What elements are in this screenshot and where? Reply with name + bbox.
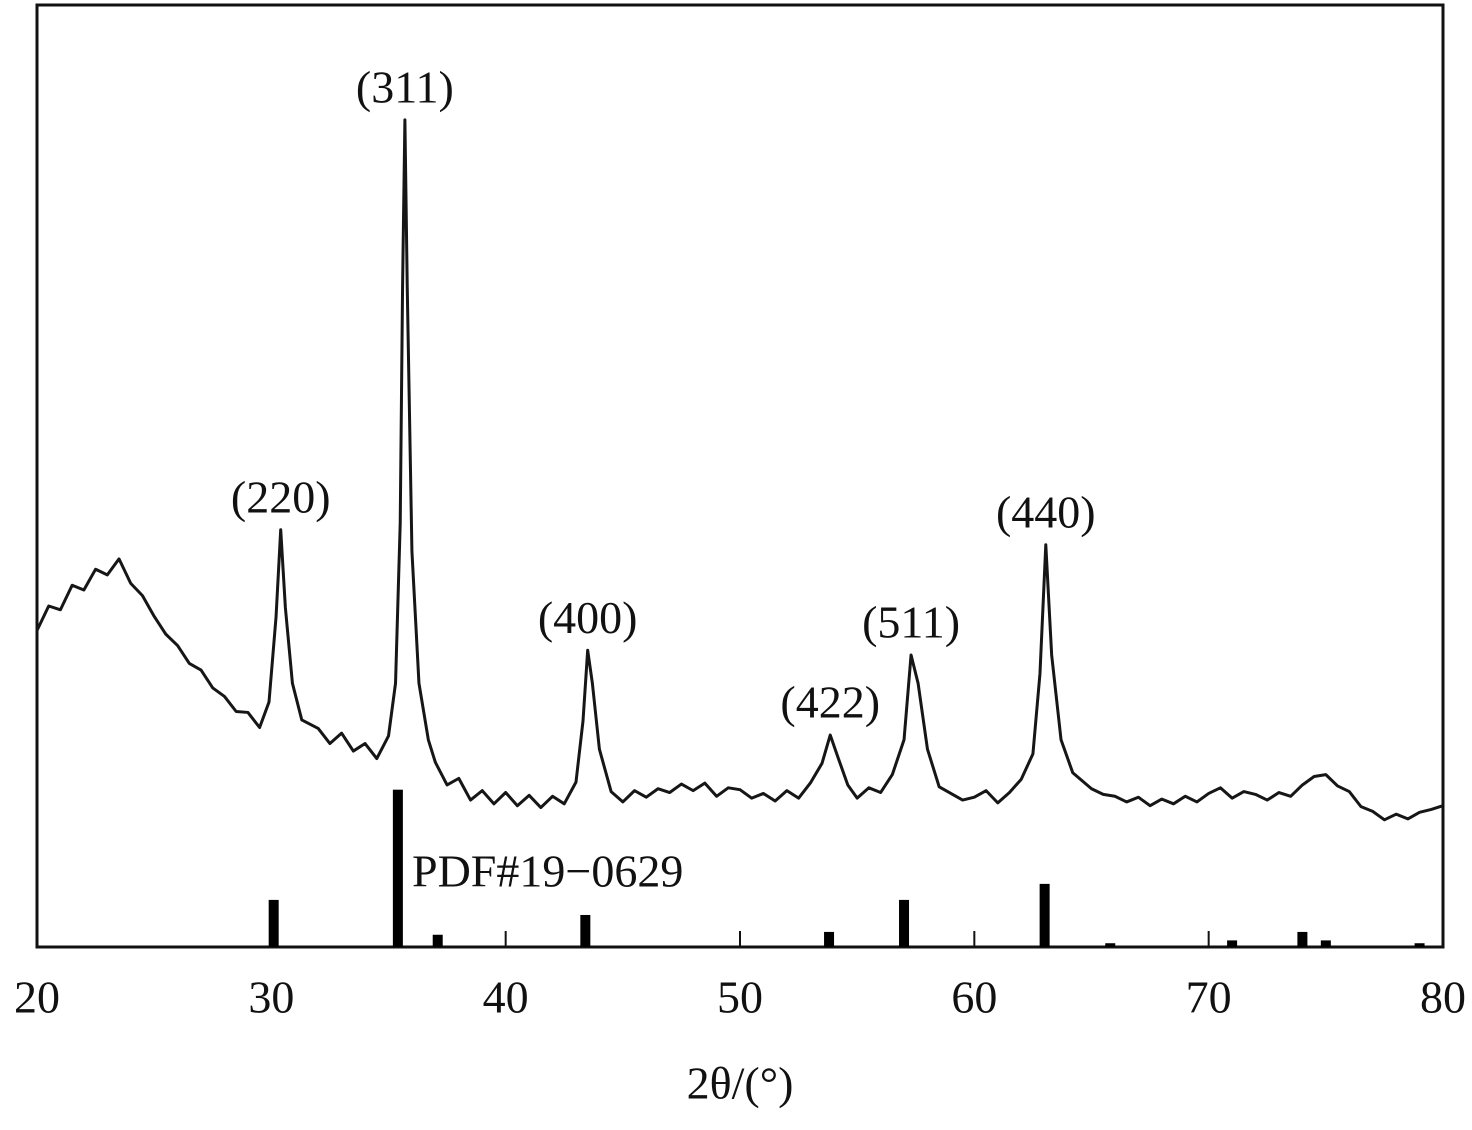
peak-label: (422) <box>780 677 880 728</box>
reference-peak <box>1227 940 1238 947</box>
reference-peak <box>268 899 279 947</box>
peak-label: (311) <box>356 61 454 112</box>
reference-label: PDF#19−0629 <box>412 846 683 897</box>
reference-peak <box>1320 940 1331 947</box>
x-tick-label: 60 <box>951 972 997 1023</box>
reference-peak <box>432 934 443 947</box>
x-axis-label: 2θ/(°) <box>687 1058 794 1109</box>
peak-label: (440) <box>996 486 1096 537</box>
reference-peak <box>1414 943 1425 947</box>
x-tick-label: 30 <box>248 972 294 1023</box>
reference-peak <box>580 914 591 947</box>
peak-label: (220) <box>231 471 331 522</box>
x-tick-label: 70 <box>1186 972 1232 1023</box>
peak-label: (511) <box>862 597 960 648</box>
x-tick-label: 20 <box>14 972 60 1023</box>
x-tick-label: 80 <box>1420 972 1466 1023</box>
x-tick-label: 40 <box>483 972 529 1023</box>
reference-peak <box>1039 883 1050 947</box>
reference-peak <box>899 899 910 947</box>
peak-label: (400) <box>538 592 638 643</box>
xrd-pattern <box>35 118 1444 822</box>
reference-peak <box>824 931 835 947</box>
reference-peak <box>392 789 403 947</box>
x-tick-label: 50 <box>717 972 763 1023</box>
reference-peak <box>1105 943 1116 947</box>
reference-peak <box>1297 931 1308 947</box>
